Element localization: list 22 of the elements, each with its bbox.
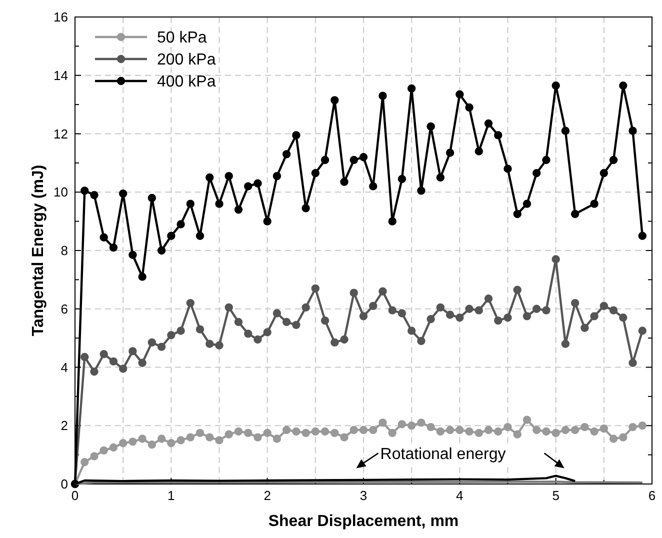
y-tick-label: 0	[60, 476, 68, 492]
y-tick-label: 6	[60, 301, 68, 316]
legend-label: 200 kPa	[157, 52, 216, 68]
y-tick-label: 14	[54, 68, 68, 83]
x-tick-label: 6	[648, 488, 656, 503]
y-tick-label: 12	[54, 126, 68, 142]
x-tick-label: 1	[168, 488, 175, 503]
annotation: Rotational energy	[380, 446, 506, 464]
legend-label: 50 kPa	[157, 30, 207, 46]
x-tick-label: 4	[456, 488, 464, 503]
y-tick-label: 2	[60, 418, 68, 434]
y-tick-label: 10	[54, 184, 68, 200]
y-axis-title: Tangental Energy (mJ)	[30, 164, 47, 336]
x-tick-label: 2	[264, 488, 271, 503]
x-tick-label: 0	[71, 488, 79, 503]
legend-label: 400 kPa	[157, 74, 216, 90]
x-tick-label: 5	[552, 488, 560, 503]
y-tick-label: 16	[54, 10, 68, 24]
x-axis-title: Shear Displacement, mm	[268, 513, 459, 530]
y-tick-label: 8	[60, 243, 68, 258]
x-tick-label: 3	[360, 488, 368, 503]
y-tick-label: 4	[60, 360, 68, 375]
